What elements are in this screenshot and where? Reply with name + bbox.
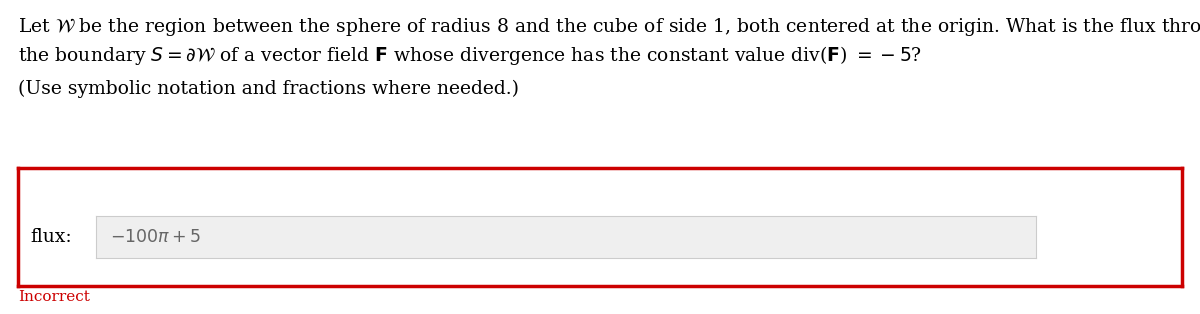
Text: flux:: flux: xyxy=(30,228,72,246)
Text: Incorrect: Incorrect xyxy=(18,290,90,304)
Text: Let $\mathcal{W}$ be the region between the sphere of radius 8 and the cube of s: Let $\mathcal{W}$ be the region between … xyxy=(18,16,1200,38)
Text: (Use symbolic notation and fractions where needed.): (Use symbolic notation and fractions whe… xyxy=(18,80,520,98)
Text: the boundary $S = \partial\mathcal{W}$ of a vector field $\mathbf{F}$ whose dive: the boundary $S = \partial\mathcal{W}$ o… xyxy=(18,44,922,67)
Text: $-100\pi + 5$: $-100\pi + 5$ xyxy=(110,229,202,246)
